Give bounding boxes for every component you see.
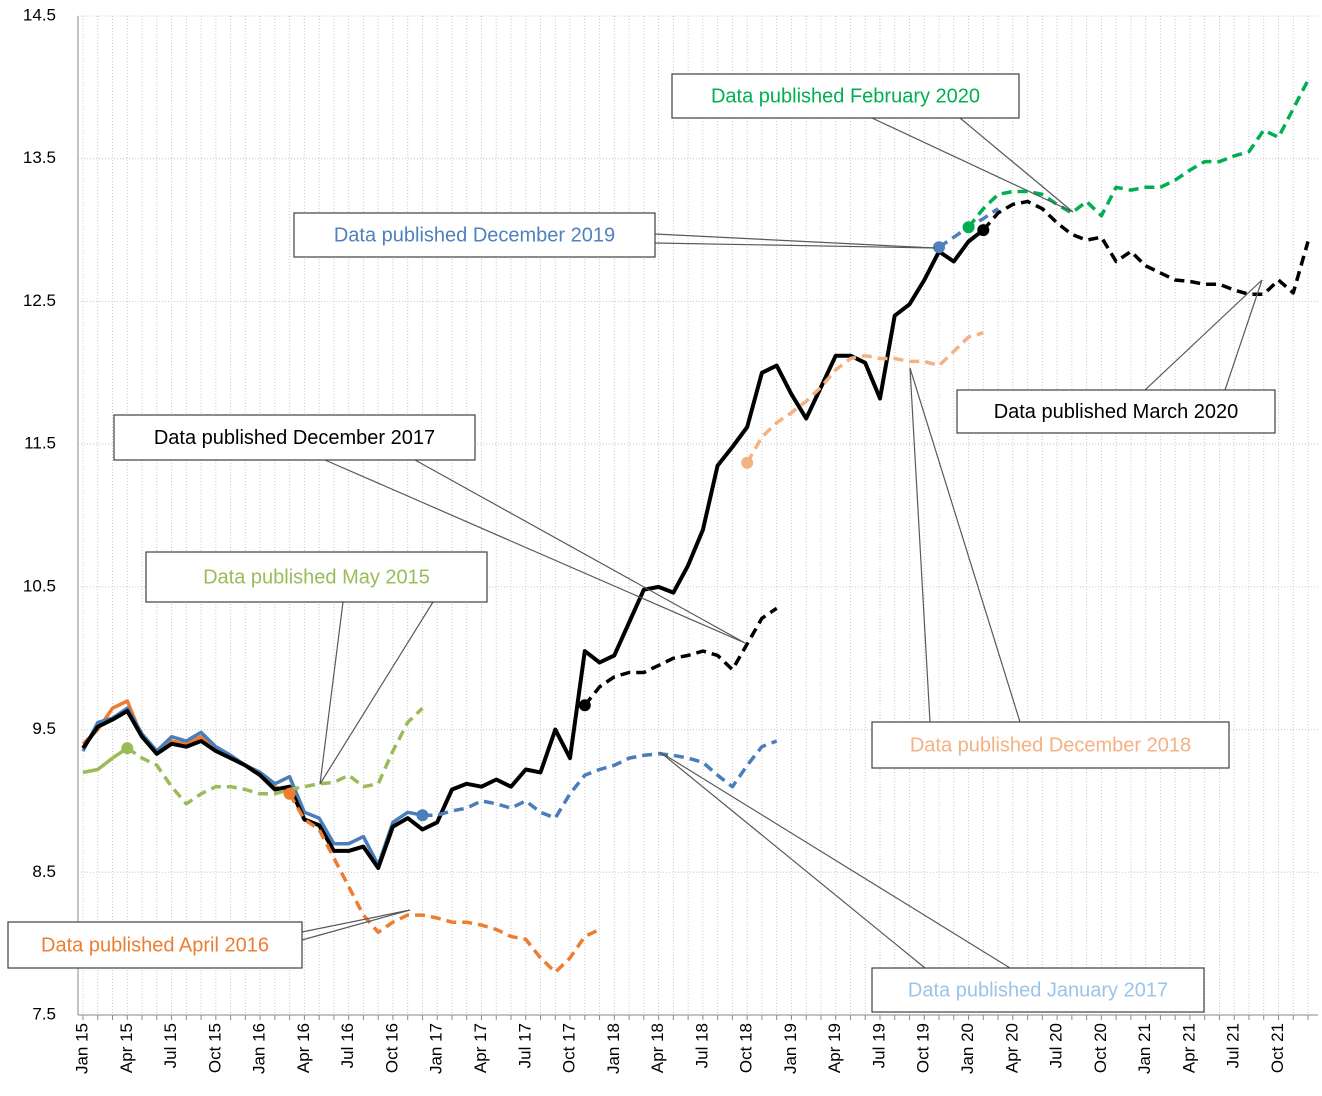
forecast-start: [283, 787, 296, 800]
annotation: Data published January 2017: [908, 979, 1168, 1001]
callout-line: [659, 751, 1011, 969]
x-tick-label: Oct 19: [914, 1023, 933, 1073]
x-tick-label: Apr 16: [294, 1023, 313, 1073]
x-tick-label: Apr 19: [825, 1023, 844, 1073]
forecast-line: [422, 739, 778, 820]
series-line: [82, 746, 129, 775]
annotation: Data published April 2016: [41, 934, 269, 956]
x-tick-label: Jan 19: [781, 1023, 800, 1074]
x-tick-label: Jan 20: [958, 1023, 977, 1074]
annotation: Data published March 2020: [994, 401, 1239, 423]
forecast-line: [967, 79, 1310, 229]
x-tick-label: Jul 16: [338, 1023, 357, 1068]
y-tick-label: 13.5: [23, 148, 56, 167]
x-tick-label: Jan 15: [72, 1023, 91, 1074]
x-tick-label: Apr 21: [1179, 1023, 1198, 1073]
y-tick-label: 11.5: [24, 434, 56, 453]
callout-line: [414, 459, 746, 644]
annotation-box: [871, 721, 1230, 769]
callout-line: [654, 242, 936, 249]
x-tick-label: Jul 15: [161, 1023, 180, 1068]
callout-line: [659, 751, 926, 969]
x-tick-label: Oct 21: [1268, 1023, 1287, 1073]
forecast-line: [745, 331, 984, 464]
callout-line: [909, 367, 931, 723]
annotation-box: [7, 921, 303, 969]
y-tick-label: 8.5: [32, 862, 56, 881]
series-line: [81, 228, 985, 870]
forecast-start: [416, 809, 429, 822]
callout-line: [1224, 279, 1263, 391]
forecast-start: [121, 742, 134, 755]
y-tick-label: 12.5: [23, 291, 56, 310]
callout-line: [654, 233, 936, 249]
x-tick-label: Jan 16: [250, 1023, 269, 1074]
callout-line: [959, 117, 1074, 213]
x-tick-label: Apr 15: [117, 1023, 136, 1073]
forecast-start: [962, 221, 975, 234]
forecast-start: [977, 224, 990, 237]
forecast-line: [981, 199, 1310, 297]
annotation: Data published December 2018: [910, 734, 1191, 756]
callout-line: [909, 367, 1021, 723]
annotation-box: [671, 73, 1020, 119]
callout-line: [324, 459, 746, 644]
x-tick-label: Oct 15: [205, 1023, 224, 1073]
forecast-line: [583, 606, 778, 707]
x-tick-label: Oct 20: [1091, 1023, 1110, 1073]
x-tick-label: Jan 21: [1135, 1023, 1154, 1074]
annotation-box: [871, 967, 1205, 1013]
x-tick-label: Oct 16: [382, 1023, 401, 1073]
annotation-box: [113, 414, 476, 461]
forecast-line: [126, 706, 424, 806]
callout-line: [319, 601, 434, 785]
callout-line: [301, 909, 411, 933]
annotation-box: [145, 551, 488, 603]
annotation-box: [293, 212, 656, 258]
x-tick-label: Jul 19: [869, 1023, 888, 1068]
x-tick-label: Jan 18: [604, 1023, 623, 1074]
x-tick-label: Oct 17: [560, 1023, 579, 1073]
y-tick-label: 10.5: [23, 576, 56, 595]
forecast-start: [933, 241, 946, 254]
x-tick-label: Apr 18: [648, 1023, 667, 1073]
x-tick-label: Jul 18: [692, 1023, 711, 1068]
annotation: Data published February 2020: [711, 85, 980, 107]
y-tick-label: 9.5: [32, 719, 56, 738]
x-tick-label: Jul 21: [1224, 1023, 1243, 1068]
forecast-start: [741, 456, 754, 469]
y-tick-label: 7.5: [32, 1004, 56, 1023]
annotation: Data published May 2015: [203, 566, 430, 588]
forecast-line: [288, 792, 601, 974]
callout-line: [871, 117, 1074, 213]
callout-line: [301, 909, 411, 941]
x-tick-label: Jan 17: [427, 1023, 446, 1074]
annotation-box: [956, 389, 1276, 434]
x-tick-label: Jul 17: [515, 1023, 534, 1068]
annotation: Data published December 2017: [154, 427, 435, 449]
x-tick-label: Apr 20: [1002, 1023, 1021, 1073]
x-tick-label: Jul 20: [1047, 1023, 1066, 1068]
y-tick-label: 14.5: [23, 5, 56, 24]
callout-line: [1144, 279, 1263, 391]
x-tick-label: Apr 17: [471, 1023, 490, 1073]
annotation: Data published December 2019: [334, 224, 615, 246]
x-tick-label: Oct 18: [737, 1023, 756, 1073]
callout-line: [319, 601, 344, 785]
forecast-start: [578, 699, 591, 712]
